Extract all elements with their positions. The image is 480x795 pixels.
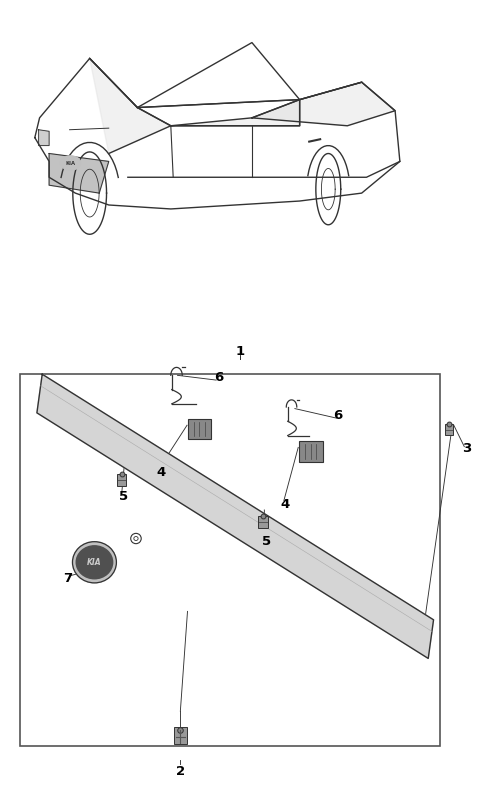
Bar bbox=[299, 441, 323, 462]
Text: 4: 4 bbox=[281, 498, 290, 511]
Text: KIA: KIA bbox=[66, 161, 76, 165]
Bar bbox=[21, 374, 441, 746]
Polygon shape bbox=[252, 82, 395, 126]
Polygon shape bbox=[90, 58, 171, 153]
Polygon shape bbox=[171, 99, 300, 126]
Ellipse shape bbox=[60, 156, 81, 170]
Bar bbox=[174, 727, 187, 744]
Text: 3: 3 bbox=[462, 443, 471, 456]
Ellipse shape bbox=[76, 546, 113, 579]
Text: 4: 4 bbox=[156, 466, 166, 479]
Bar bbox=[117, 474, 126, 487]
Text: 1: 1 bbox=[235, 345, 245, 358]
Text: KIA: KIA bbox=[87, 558, 102, 567]
Polygon shape bbox=[49, 153, 109, 193]
Text: 5: 5 bbox=[119, 490, 128, 503]
Text: 5: 5 bbox=[262, 535, 271, 549]
Bar bbox=[258, 515, 268, 528]
Text: 6: 6 bbox=[333, 409, 342, 422]
Text: 7: 7 bbox=[63, 572, 72, 584]
Text: 6: 6 bbox=[214, 371, 223, 384]
Ellipse shape bbox=[72, 541, 116, 583]
Bar bbox=[188, 419, 211, 440]
Polygon shape bbox=[38, 130, 49, 145]
Text: 2: 2 bbox=[176, 765, 185, 778]
Polygon shape bbox=[37, 374, 433, 658]
Bar bbox=[445, 424, 453, 435]
